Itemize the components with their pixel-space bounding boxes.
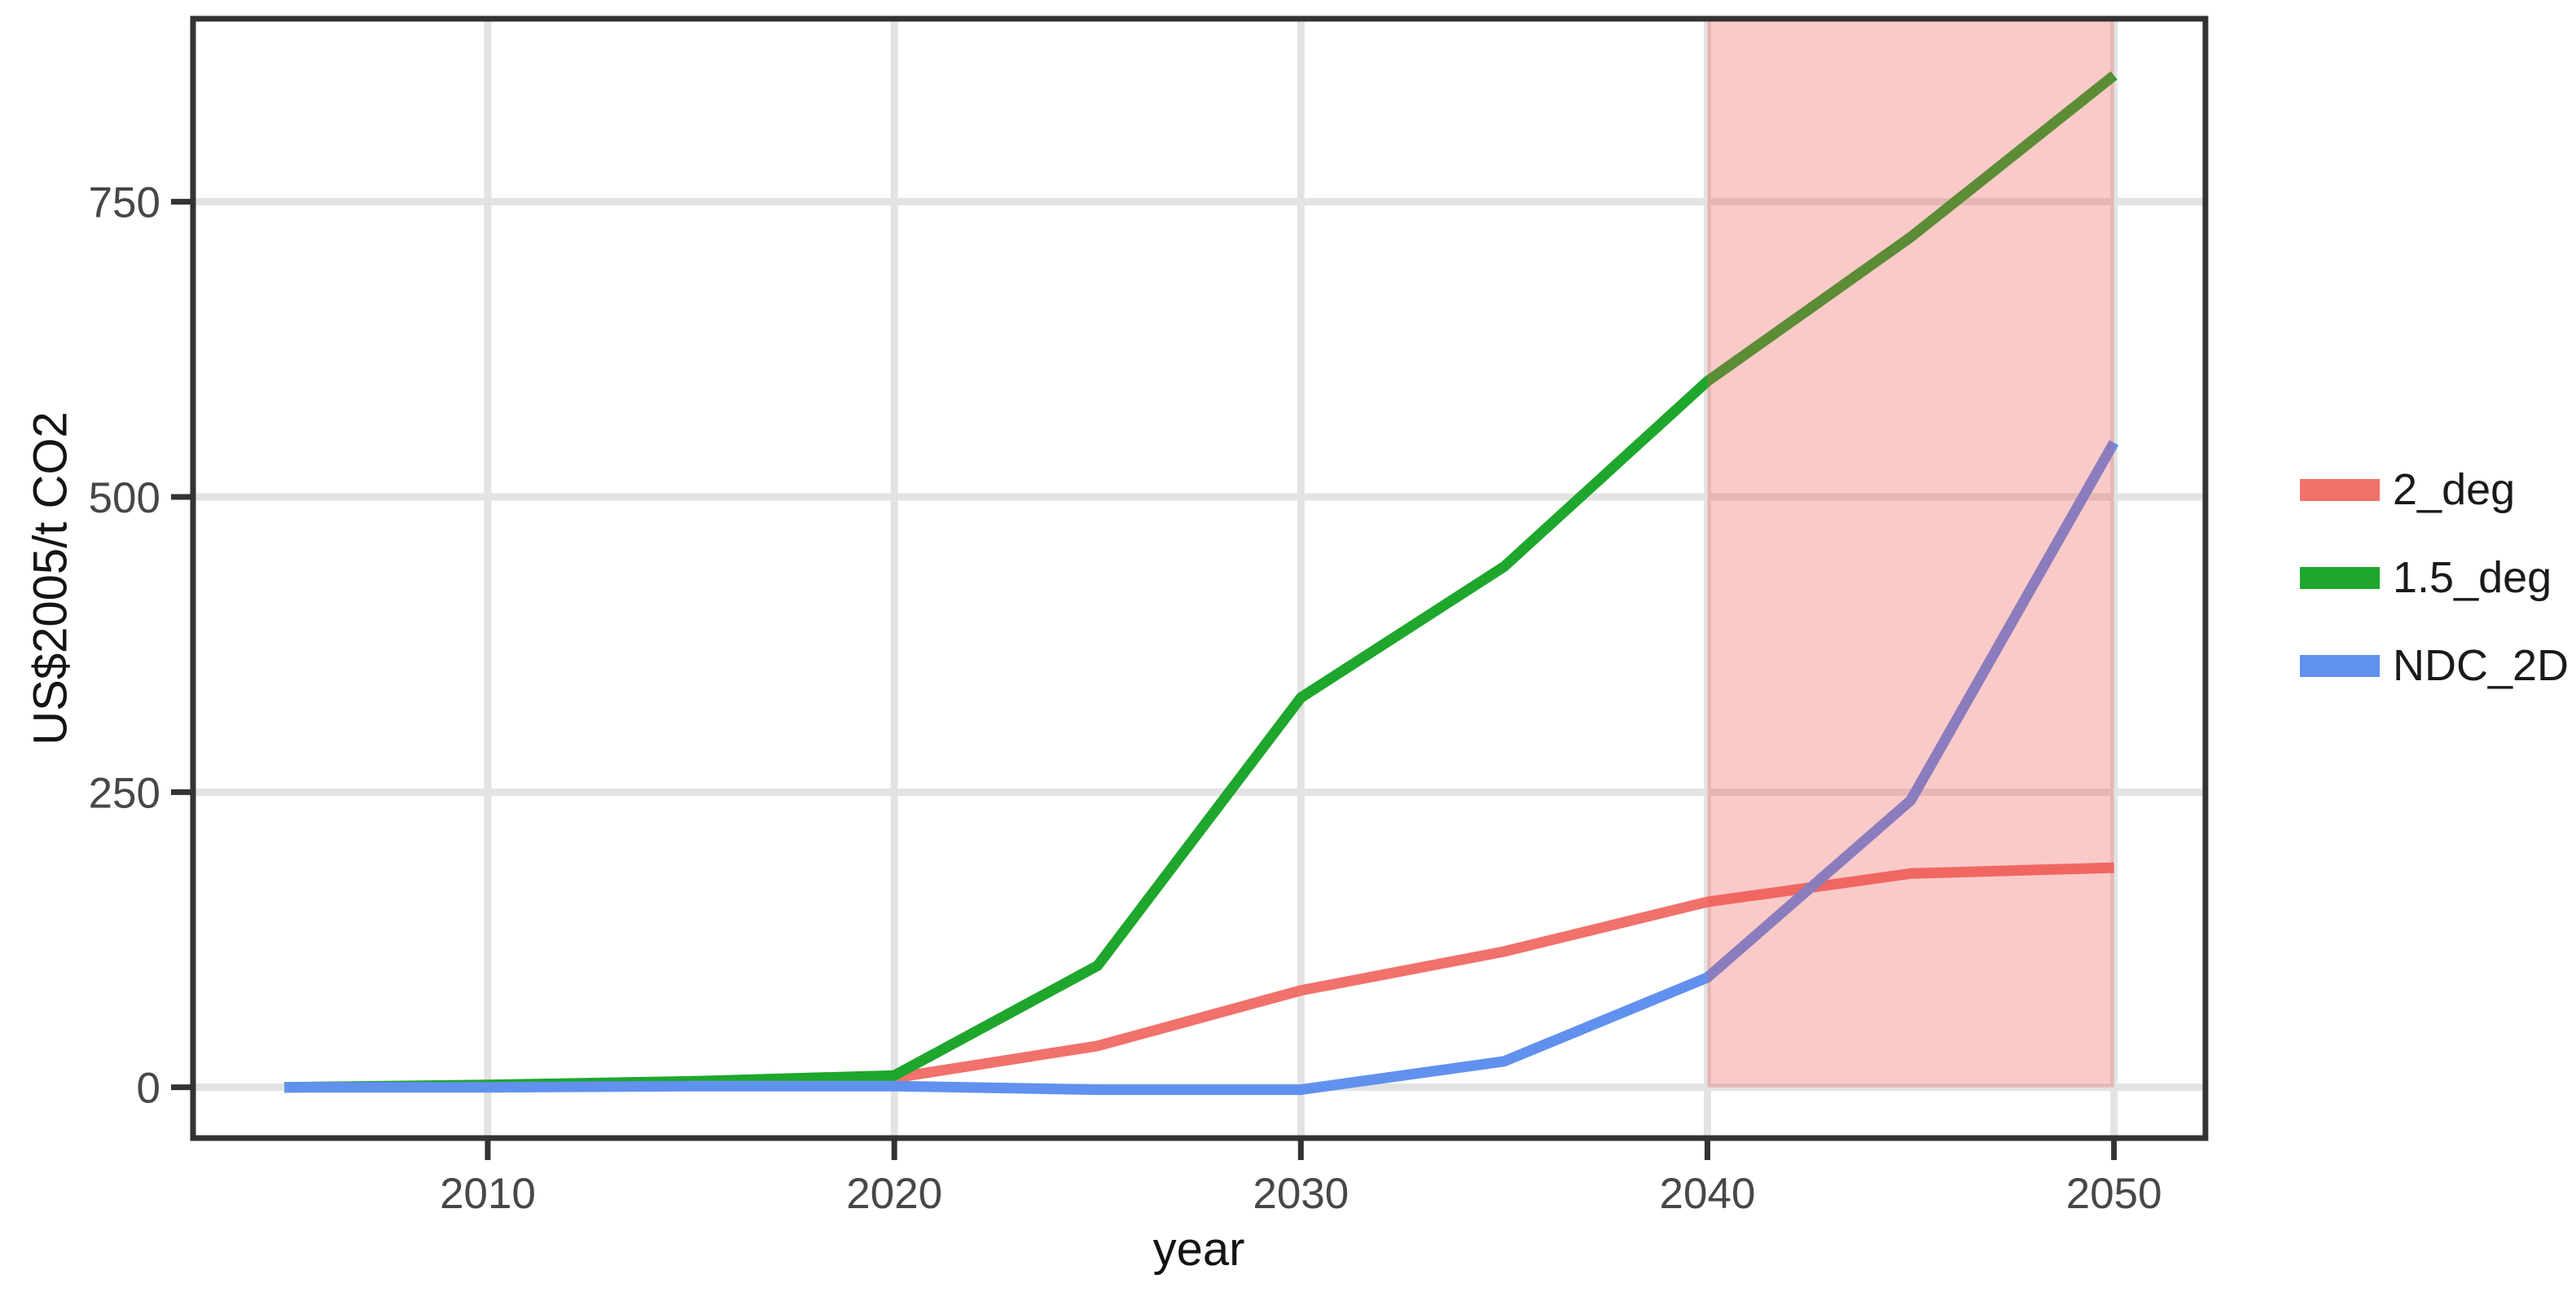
- legend-entry-ndc-2d: NDC_2D: [2300, 644, 2569, 688]
- legend: 2_deg 1.5_deg NDC_2D: [2300, 468, 2569, 688]
- x-tick-label-2020: 2020: [846, 1170, 942, 1218]
- x-axis-title: year: [1152, 1223, 1245, 1276]
- legend-swatch-2-deg: [2300, 478, 2380, 501]
- x-tick-label-2040: 2040: [1660, 1170, 1756, 1218]
- y-tick-label-500: 500: [89, 474, 160, 522]
- y-tick-label-0: 0: [137, 1065, 160, 1113]
- x-tick-label-2030: 2030: [1253, 1170, 1349, 1218]
- legend-label-2-deg: 2_deg: [2393, 465, 2516, 514]
- panel-border: [190, 15, 2209, 1141]
- y-tick-label-750: 750: [89, 179, 160, 227]
- legend-entry-1-5-deg: 1.5_deg: [2300, 556, 2569, 600]
- highlight-band-2040-2050: [1707, 19, 2114, 1088]
- legend-swatch-1-5-deg: [2300, 566, 2380, 589]
- x-tick-label-2010: 2010: [440, 1170, 536, 1218]
- y-tick-label-250: 250: [89, 769, 160, 817]
- y-axis-title: US$2005/t CO2: [24, 411, 77, 745]
- line-NDC_2D: [284, 440, 2119, 1096]
- legend-label-ndc-2d: NDC_2D: [2393, 641, 2569, 690]
- legend-label-1-5-deg: 1.5_deg: [2393, 553, 2552, 602]
- legend-entry-2-deg: 2_deg: [2300, 468, 2569, 512]
- x-tick-label-2050: 2050: [2066, 1170, 2162, 1218]
- legend-swatch-ndc-2d: [2300, 654, 2380, 677]
